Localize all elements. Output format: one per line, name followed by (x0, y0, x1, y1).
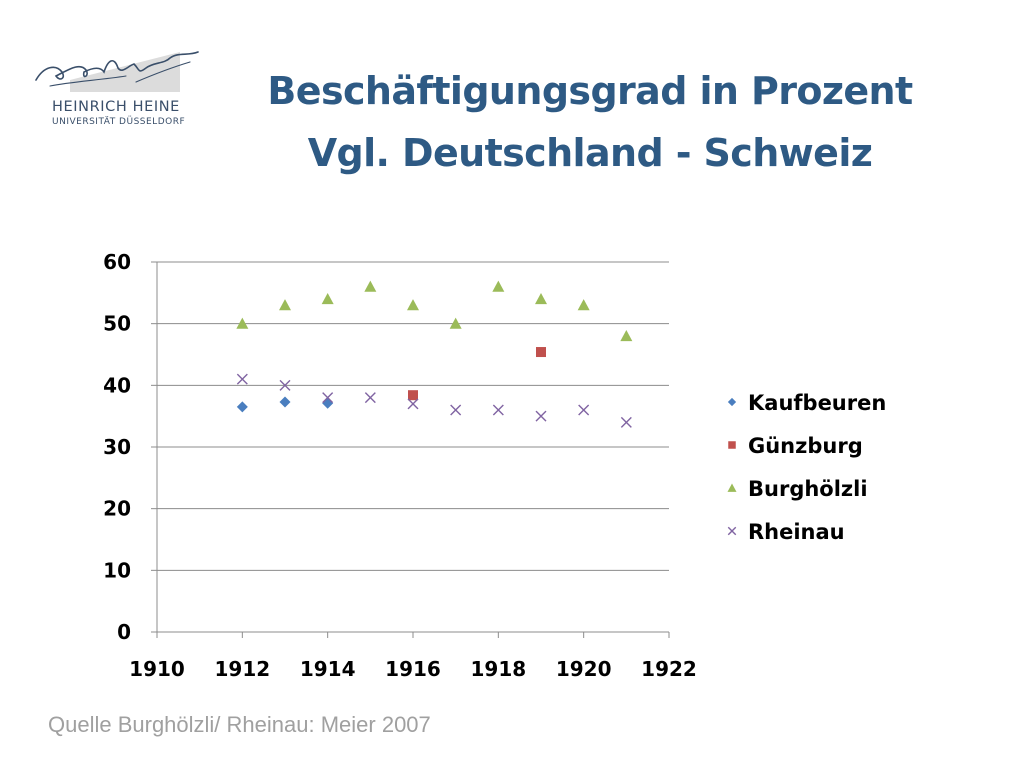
point-burghölzli-1920 (577, 299, 590, 311)
point-kaufbeuren-1913 (279, 396, 291, 408)
legend-label-2: Günzburg (748, 434, 863, 458)
xtick-label-1918: 1918 (470, 657, 526, 681)
point-günzburg-1919 (536, 347, 546, 358)
ytick-label-20: 20 (103, 497, 131, 521)
legend-marker-2 (728, 441, 736, 449)
point-kaufbeuren-1914 (322, 397, 334, 409)
xtick-label-1916: 1916 (385, 657, 441, 681)
ytick-label-10: 10 (103, 558, 131, 582)
legend-label-1: Kaufbeuren (748, 391, 886, 415)
point-rheinau-1912 (236, 373, 248, 385)
legend-marker-1 (727, 397, 737, 407)
xtick-label-1922: 1922 (641, 657, 697, 681)
point-rheinau-1915 (364, 392, 376, 404)
point-kaufbeuren-1912 (236, 401, 248, 413)
point-rheinau-1919 (535, 410, 547, 422)
title-line-1: Beschäftigungsgrad in Prozent (267, 69, 913, 113)
ytick-label-50: 50 (103, 312, 131, 336)
xtick-label-1914: 1914 (300, 657, 356, 681)
ytick-label-40: 40 (103, 373, 131, 397)
xtick-label-1910: 1910 (129, 657, 185, 681)
signature-logo-mark (35, 51, 199, 92)
point-burghölzli-1916 (407, 299, 419, 311)
point-burghölzli-1913 (279, 299, 291, 311)
point-burghölzli-1914 (321, 293, 334, 305)
legend-marker-3 (727, 483, 737, 492)
point-günzburg-1916 (408, 390, 418, 401)
title-line-2: Vgl. Deutschland - Schweiz (307, 131, 873, 175)
point-burghölzli-1912 (236, 317, 249, 329)
point-rheinau-1917 (450, 404, 462, 416)
legend-label-3: Burghölzli (748, 477, 868, 501)
point-burghölzli-1921 (620, 330, 633, 342)
logo-subtitle: UNIVERSITÄT DÜSSELDORF (52, 117, 186, 127)
slide-title: Beschäftigungsgrad in Prozent Vgl. Deuts… (220, 60, 960, 184)
point-rheinau-1918 (492, 404, 504, 416)
ytick-label-30: 30 (103, 435, 131, 459)
point-burghölzli-1919 (535, 293, 547, 305)
logo-name: HEINRICH HEINE (52, 99, 180, 115)
point-burghölzli-1917 (449, 317, 462, 329)
point-rheinau-1920 (578, 404, 590, 416)
legend-marker-4 (727, 526, 737, 536)
ytick-label-0: 0 (117, 620, 131, 644)
point-rheinau-1921 (620, 416, 632, 428)
source-citation: Quelle Burghölzli/ Rheinau: Meier 2007 (48, 712, 431, 737)
xtick-label-1912: 1912 (214, 657, 270, 681)
point-rheinau-1914 (322, 392, 334, 404)
university-logo: HEINRICH HEINE UNIVERSITÄT DÜSSELDORF (30, 42, 205, 137)
xtick-label-1920: 1920 (556, 657, 612, 681)
legend-label-4: Rheinau (748, 520, 845, 544)
ytick-label-60: 60 (103, 250, 131, 274)
point-rheinau-1916 (407, 398, 419, 410)
point-rheinau-1913 (279, 379, 291, 391)
point-burghölzli-1915 (364, 280, 377, 292)
point-burghölzli-1918 (492, 280, 505, 292)
